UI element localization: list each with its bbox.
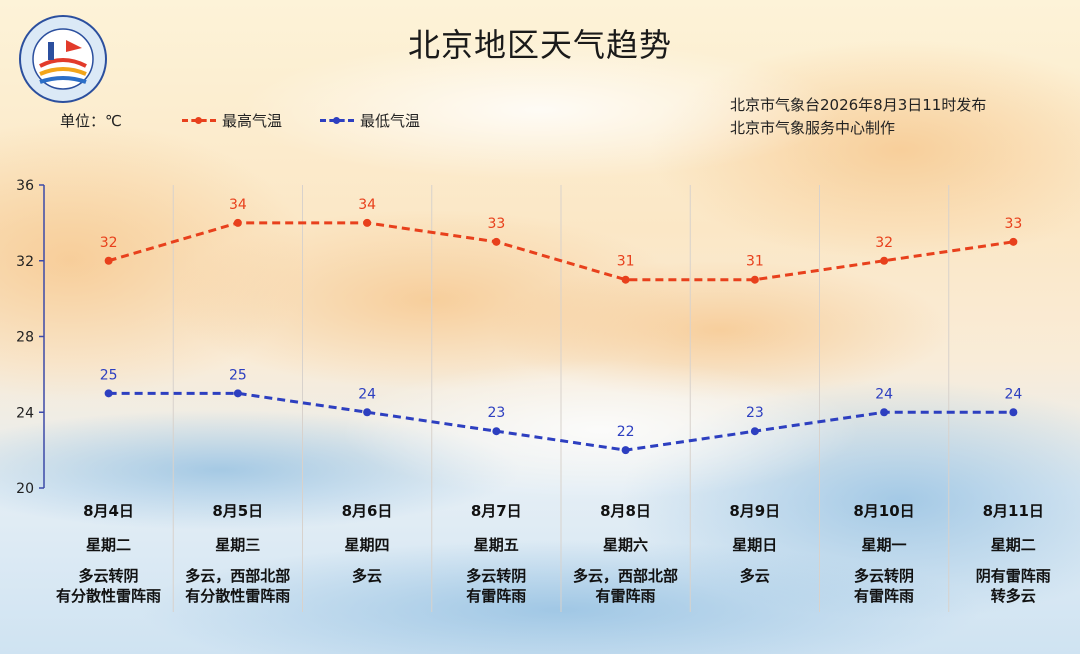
low-temp-label: 23 — [487, 405, 505, 421]
weather-text: 多云 — [303, 566, 432, 586]
high-temp-point — [363, 218, 372, 227]
weather-line: 多云转阴 — [853, 567, 914, 585]
weather-line: 多云 — [739, 567, 770, 585]
low-temp-label: 24 — [358, 386, 376, 402]
weekday-label: 星期二 — [990, 536, 1036, 554]
weather-text: 阴有雷阵雨 转多云 — [949, 566, 1078, 606]
low-temp-line — [108, 391, 1014, 452]
weather-line: 有分散性雷阵雨 — [55, 587, 161, 605]
legend-high-swatch — [182, 117, 216, 124]
y-tick-label: 32 — [16, 254, 34, 270]
high-temp-point — [880, 256, 889, 265]
y-tick-label: 36 — [16, 178, 34, 194]
high-temp-label: 32 — [100, 235, 118, 251]
weather-line: 有雷阵雨 — [595, 587, 656, 605]
low-temp-point — [492, 427, 501, 436]
date-label: 8月8日 — [600, 502, 651, 520]
weather-line: 多云，西部北部 — [185, 567, 291, 585]
date-label: 8月10日 — [853, 502, 915, 520]
weather-text: 多云，西部北部 有分散性雷阵雨 — [173, 566, 302, 606]
legend-high: 最高气温 — [182, 110, 282, 131]
high-temp-point — [233, 218, 242, 227]
weather-text: 多云转阴有分散性雷阵雨 — [44, 566, 173, 606]
page-title: 北京地区天气趋势 — [407, 26, 672, 64]
date-label: 8月7日 — [470, 502, 522, 520]
date-label: 8月4日 — [83, 502, 134, 520]
high-temp-point — [104, 256, 113, 265]
date-label: 8月9日 — [729, 502, 781, 520]
weather-line: 有雷阵雨 — [466, 587, 527, 605]
weather-line: 多云转阴 — [466, 567, 527, 585]
low-temp-label: 24 — [1004, 386, 1022, 402]
weather-line: 有分散性雷阵雨 — [185, 587, 291, 605]
weather-line: 阴有雷阵雨 — [975, 567, 1051, 585]
low-temp-point — [621, 446, 630, 455]
legend-low-swatch — [320, 117, 354, 124]
weather-line: 有雷阵雨 — [853, 587, 914, 605]
high-temp-label: 33 — [1004, 216, 1022, 232]
issuer-line-1: 北京市气象台2026年8月3日11时发布 — [730, 96, 987, 114]
low-temp-label: 25 — [100, 367, 118, 383]
low-temp-point — [233, 389, 242, 398]
weekday-label: 星期一 — [861, 536, 907, 554]
legend-high-dot — [195, 117, 202, 124]
legend-low: 最低气温 — [320, 110, 420, 131]
weekday-label: 星期二 — [85, 536, 131, 554]
date-label: 8月11日 — [982, 502, 1044, 520]
weather-text: 多云，西部北部 有雷阵雨 — [561, 566, 690, 606]
low-temp-point — [104, 389, 113, 398]
date-label: 8月6日 — [341, 502, 393, 520]
legend-low-label: 最低气温 — [360, 112, 421, 130]
weather-line: 多云转阴 — [78, 567, 139, 585]
low-temp-point — [363, 408, 372, 417]
low-temp-point — [1009, 408, 1018, 417]
date-label: 8月5日 — [212, 502, 264, 520]
high-temp-label: 32 — [875, 235, 893, 251]
weather-text: 多云 — [690, 566, 819, 586]
weather-text: 多云转阴 有雷阵雨 — [432, 566, 561, 606]
high-temp-label: 34 — [229, 197, 247, 213]
high-temp-line — [108, 221, 1014, 282]
low-temp-point — [750, 427, 759, 436]
issuer-line-2: 北京市气象服务中心制作 — [730, 119, 896, 137]
weekday-label: 星期日 — [732, 536, 778, 554]
legend-high-label: 最高气温 — [222, 112, 283, 130]
issuer-info: 北京市气象台2026年8月3日11时发布 北京市气象服务中心制作 — [730, 94, 986, 140]
low-temp-label: 23 — [746, 405, 764, 421]
low-temp-label: 24 — [875, 386, 893, 402]
weather-text: 多云转阴 有雷阵雨 — [820, 566, 949, 606]
weekday-label: 星期五 — [473, 536, 519, 554]
high-temp-label: 31 — [617, 254, 635, 270]
high-temp-point — [492, 237, 501, 246]
high-temp-point — [750, 275, 759, 284]
high-temp-point — [621, 275, 630, 284]
weather-line: 多云 — [351, 567, 382, 585]
low-temp-label: 22 — [617, 424, 635, 440]
weekday-label: 星期三 — [215, 536, 261, 554]
y-tick-label: 28 — [16, 330, 34, 346]
weekday-label: 星期六 — [602, 536, 648, 554]
low-temp-label: 25 — [229, 367, 247, 383]
logo-emblem — [19, 15, 107, 103]
high-temp-label: 31 — [746, 254, 764, 270]
legend-low-dot — [333, 117, 340, 124]
y-tick-label: 24 — [16, 405, 34, 421]
high-temp-label: 33 — [487, 216, 505, 232]
weekday-label: 星期四 — [344, 536, 390, 554]
y-tick-label: 20 — [16, 481, 34, 497]
high-temp-point — [1009, 237, 1018, 246]
weather-line: 多云，西部北部 — [572, 567, 678, 585]
low-temp-point — [880, 408, 889, 417]
unit-label: 单位：℃ — [60, 112, 122, 130]
weather-line: 转多云 — [990, 587, 1036, 605]
high-temp-label: 34 — [358, 197, 376, 213]
